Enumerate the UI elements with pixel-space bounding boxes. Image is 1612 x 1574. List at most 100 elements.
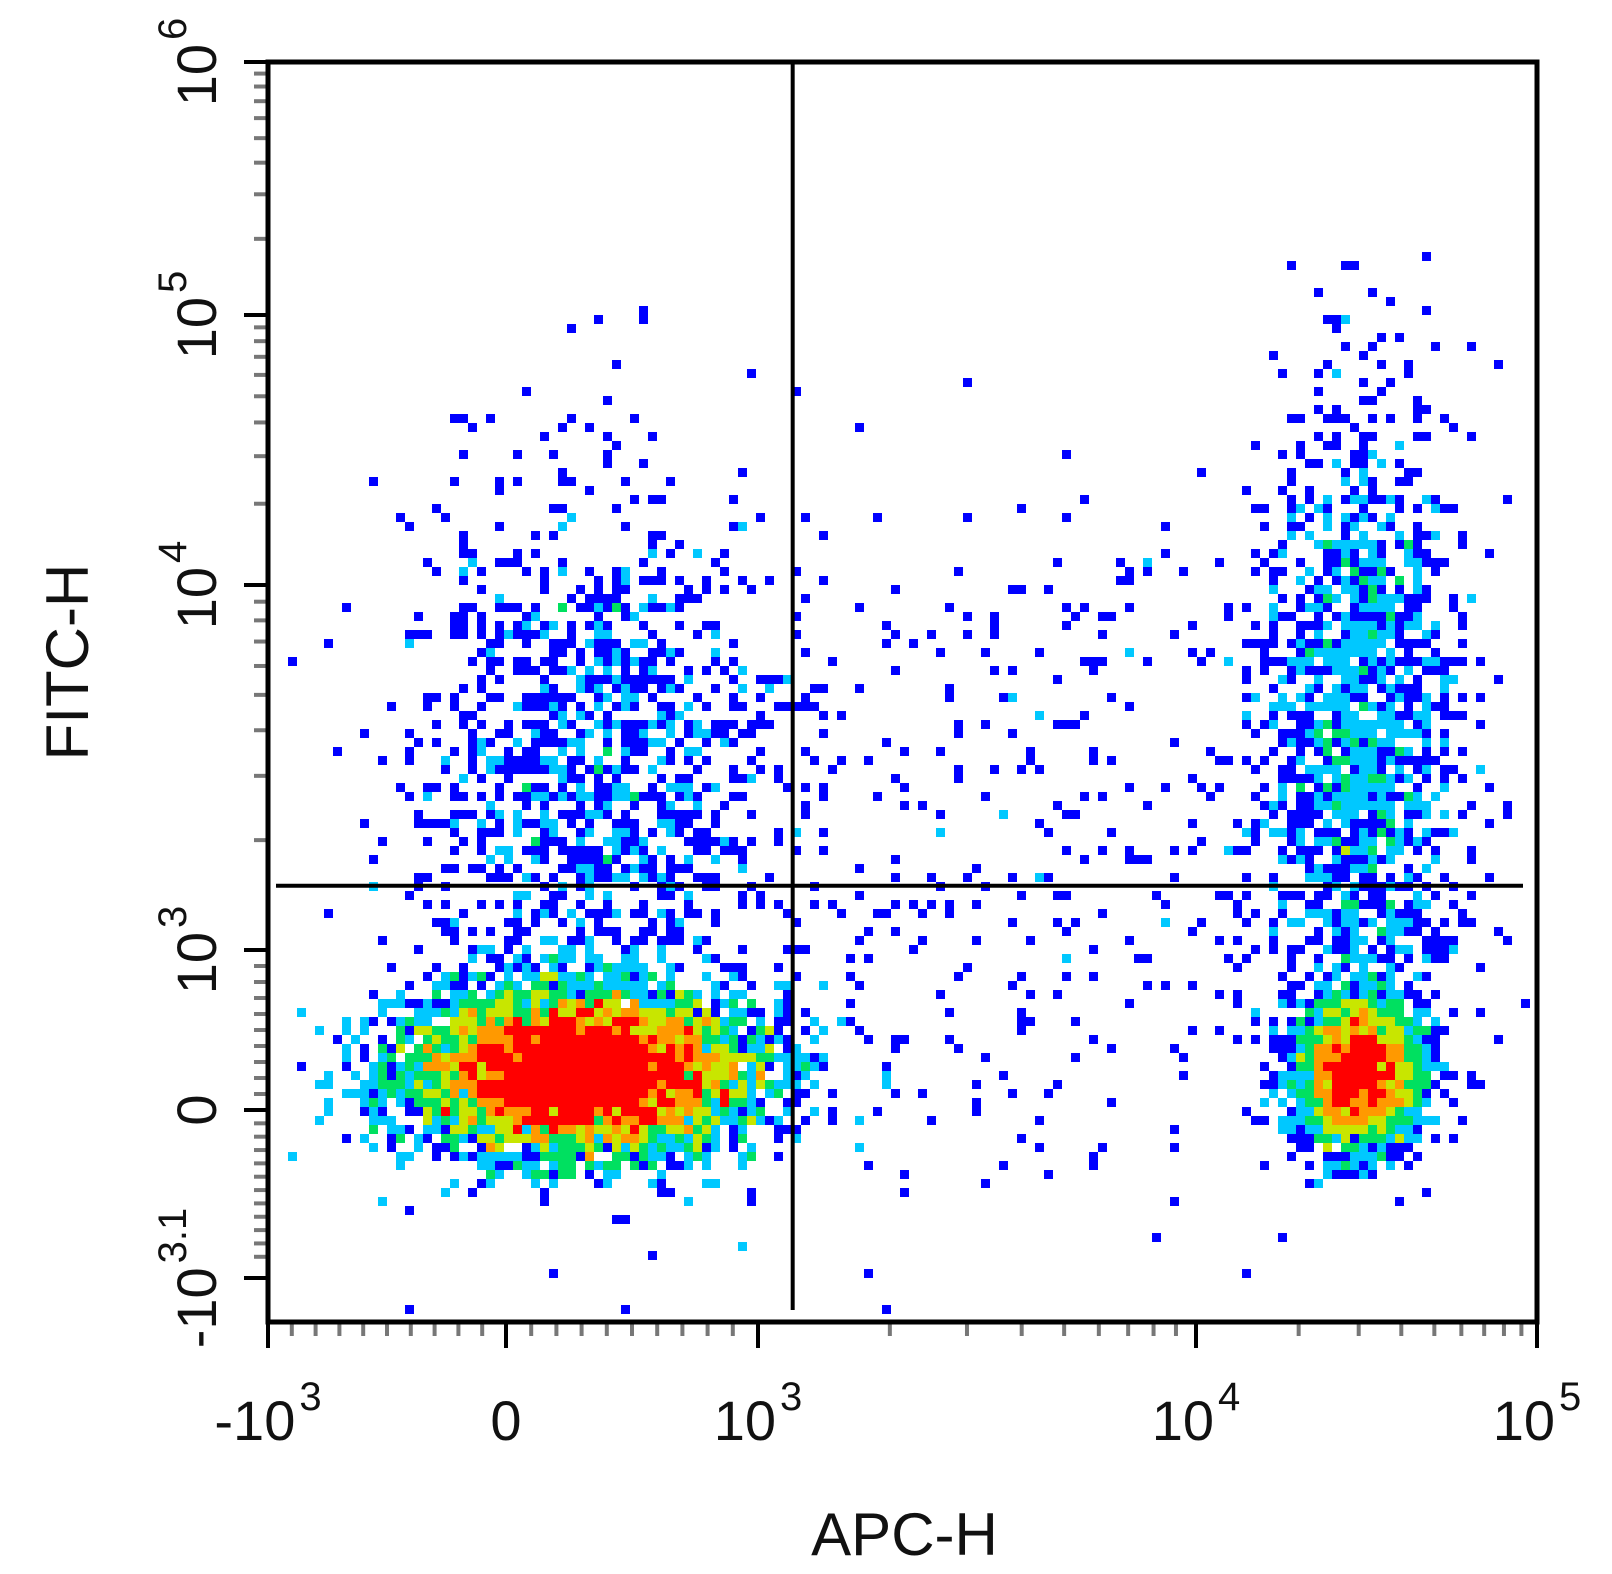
density-dot <box>1305 639 1314 648</box>
density-dot <box>1341 612 1350 621</box>
density-dot <box>1368 1017 1377 1026</box>
density-dot <box>477 1107 486 1116</box>
density-dot <box>1269 702 1278 711</box>
density-dot <box>1386 666 1395 675</box>
density-dot <box>1305 1080 1314 1089</box>
density-dot <box>639 792 648 801</box>
density-dot <box>522 1143 531 1152</box>
density-dot <box>936 810 945 819</box>
density-dot <box>1413 1134 1422 1143</box>
density-dot <box>963 513 972 522</box>
density-dot <box>1125 936 1134 945</box>
density-dot <box>1359 459 1368 468</box>
density-dot <box>684 1026 693 1035</box>
density-dot <box>1341 729 1350 738</box>
density-dot <box>1332 702 1341 711</box>
density-dot <box>513 909 522 918</box>
density-dot <box>468 1134 477 1143</box>
density-dot <box>594 1026 603 1035</box>
density-dot <box>639 315 648 324</box>
density-dot <box>486 1125 495 1134</box>
density-dot <box>522 765 531 774</box>
density-dot <box>1260 648 1269 657</box>
density-dot <box>729 720 738 729</box>
density-dot <box>585 828 594 837</box>
density-dot <box>1296 828 1305 837</box>
density-dot <box>1305 855 1314 864</box>
density-dot <box>864 1161 873 1170</box>
density-dot <box>648 1107 657 1116</box>
density-dot <box>1413 594 1422 603</box>
density-dot <box>1359 828 1368 837</box>
density-dot <box>675 990 684 999</box>
density-dot <box>1296 738 1305 747</box>
density-dot <box>792 1098 801 1107</box>
density-dot <box>558 1143 567 1152</box>
density-dot <box>549 1269 558 1278</box>
density-dot <box>1278 369 1287 378</box>
density-dot <box>585 990 594 999</box>
density-dot <box>1368 900 1377 909</box>
density-dot <box>1368 585 1377 594</box>
density-dot <box>1314 729 1323 738</box>
density-dot <box>1296 648 1305 657</box>
density-dot <box>423 1134 432 1143</box>
density-dot <box>1413 990 1422 999</box>
density-dot <box>603 972 612 981</box>
density-dot <box>720 981 729 990</box>
density-dot <box>1305 702 1314 711</box>
density-dot <box>612 1026 621 1035</box>
density-dot <box>1341 666 1350 675</box>
density-dot <box>405 1017 414 1026</box>
density-dot <box>1350 927 1359 936</box>
density-dot <box>1143 981 1152 990</box>
density-dot <box>1296 657 1305 666</box>
density-dot <box>657 774 666 783</box>
density-dot <box>1035 765 1044 774</box>
density-dot <box>1404 873 1413 882</box>
density-dot <box>630 414 639 423</box>
density-dot <box>1359 1152 1368 1161</box>
density-dot <box>603 1026 612 1035</box>
density-dot <box>639 738 648 747</box>
density-dot <box>1305 1089 1314 1098</box>
density-dot <box>1197 837 1206 846</box>
density-dot <box>891 873 900 882</box>
density-dot <box>819 1062 828 1071</box>
density-dot <box>657 801 666 810</box>
density-dot <box>1278 549 1287 558</box>
density-dot <box>1341 1161 1350 1170</box>
density-dot <box>1314 990 1323 999</box>
density-dot <box>1323 1026 1332 1035</box>
density-dot <box>1404 954 1413 963</box>
density-dot <box>1341 675 1350 684</box>
density-dot <box>765 1062 774 1071</box>
density-dot <box>1287 675 1296 684</box>
density-dot <box>612 576 621 585</box>
density-dot <box>432 738 441 747</box>
density-dot <box>477 567 486 576</box>
density-dot <box>1314 900 1323 909</box>
density-dot <box>1413 567 1422 576</box>
density-dot <box>459 1035 468 1044</box>
density-dot <box>477 1071 486 1080</box>
density-dot <box>540 684 549 693</box>
density-dot <box>531 1125 540 1134</box>
density-dot <box>702 1116 711 1125</box>
density-dot <box>1278 738 1287 747</box>
density-dot <box>666 1026 675 1035</box>
density-dot <box>558 1008 567 1017</box>
density-dot <box>684 783 693 792</box>
density-dot <box>1350 495 1359 504</box>
density-dot <box>531 1098 540 1107</box>
density-dot <box>603 990 612 999</box>
density-dot <box>486 1089 495 1098</box>
density-dot <box>1359 900 1368 909</box>
density-dot <box>513 1152 522 1161</box>
density-dot <box>621 693 630 702</box>
density-dot <box>954 1044 963 1053</box>
density-dot <box>918 801 927 810</box>
density-dot <box>585 1053 594 1062</box>
density-dot <box>720 1017 729 1026</box>
density-dot <box>495 1098 504 1107</box>
